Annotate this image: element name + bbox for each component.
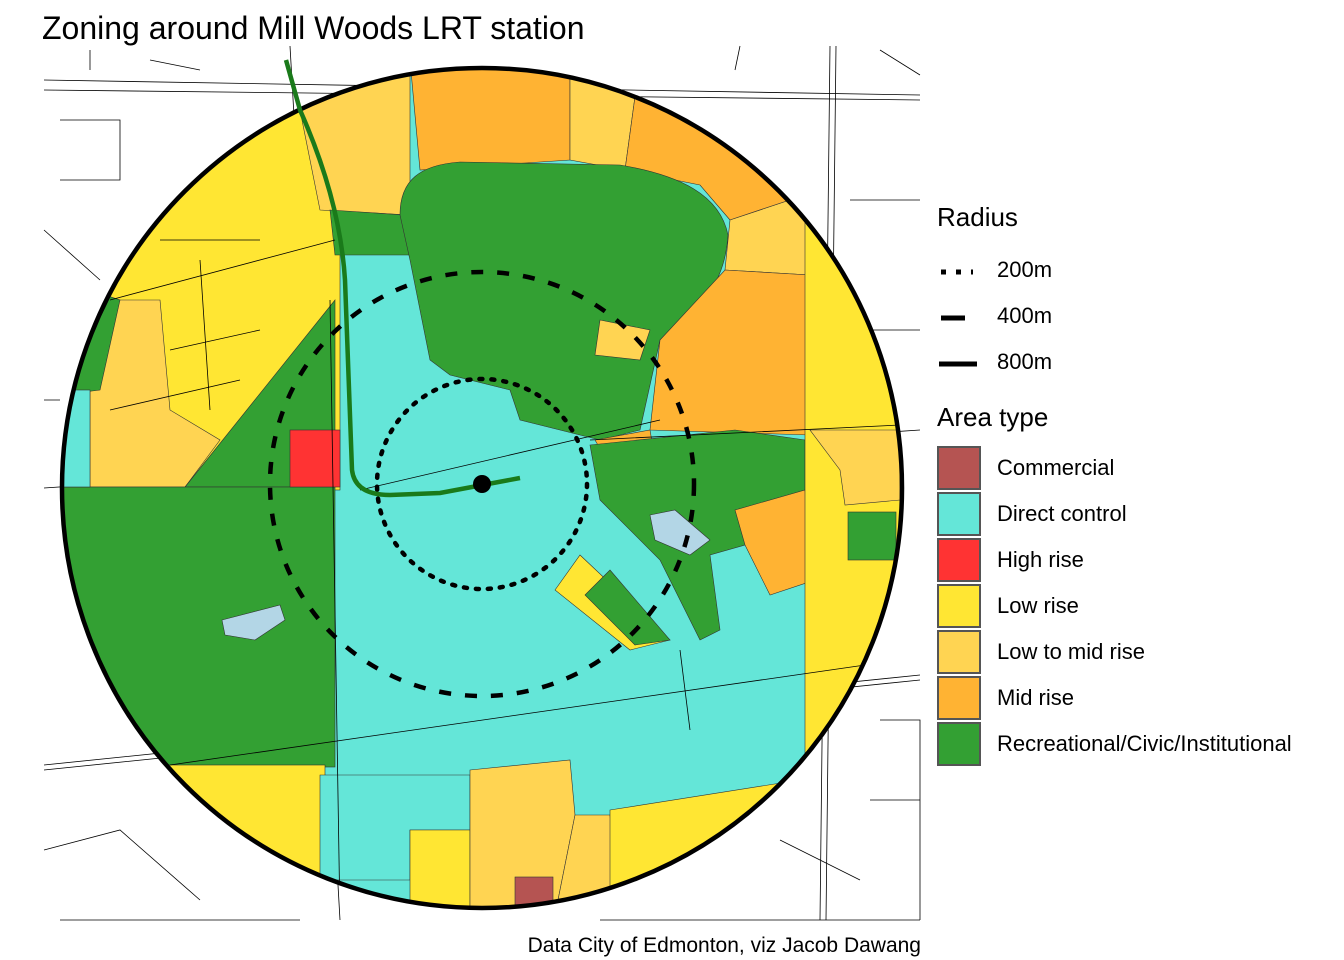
- zone-low-rise: [409, 829, 471, 908]
- legend-label: 400m: [997, 303, 1053, 328]
- water-body: [221, 604, 286, 641]
- legend-swatch: [937, 492, 981, 536]
- legend-label: Recreational/Civic/Institutional: [997, 731, 1292, 756]
- radius-200m-circle: [374, 376, 590, 592]
- lrt-station-marker: [473, 475, 491, 493]
- map-title: Zoning around Mill Woods LRT station: [42, 10, 585, 46]
- zone-low-to-mid-rise: [594, 319, 651, 361]
- zone-recreational: [847, 511, 897, 561]
- radius-400m-circle: [267, 269, 697, 699]
- water-body: [649, 509, 711, 556]
- legend-label: Mid rise: [997, 685, 1075, 710]
- legend-label: 200m: [997, 257, 1053, 282]
- legend-swatch: [937, 584, 981, 628]
- legend-swatch: [937, 538, 981, 582]
- legend-label: Low to mid rise: [997, 639, 1145, 664]
- legend-radius-400m: 400m: [937, 294, 1052, 338]
- legend-item-low-rise: Low rise: [937, 584, 1079, 628]
- legend-label: Direct control: [997, 501, 1127, 526]
- legend-item-low-to-mid-rise: Low to mid rise: [937, 630, 1145, 674]
- lrt-line: [283, 59, 521, 498]
- legend-radius-title: Radius: [937, 202, 1018, 232]
- legend-label: Commercial: [997, 455, 1115, 480]
- zone-mid-rise: [734, 489, 816, 596]
- legend-item-high-rise: High rise: [937, 538, 1084, 582]
- legend-swatch: [937, 722, 981, 766]
- legend-label: High rise: [997, 547, 1084, 572]
- zone-commercial: [514, 876, 554, 908]
- legend-radius-800m: 800m: [937, 340, 1052, 384]
- zone-recreational: [62, 486, 336, 768]
- legend-radius-200m: 200m: [937, 248, 1052, 292]
- zone-recreational: [584, 569, 671, 646]
- zone-mid-rise: [409, 68, 571, 171]
- zone-low-to-mid-rise: [809, 429, 901, 506]
- legend-item-mid-rise: Mid rise: [937, 676, 1074, 720]
- caption: Data City of Edmonton, viz Jacob Dawang: [527, 934, 921, 957]
- legend-item-direct-control: Direct control: [937, 492, 1127, 536]
- legend-label: 800m: [997, 349, 1053, 374]
- legend-label: Low rise: [997, 593, 1079, 618]
- legend-swatch: [937, 446, 981, 490]
- legend-item-commercial: Commercial: [937, 446, 1114, 490]
- legend-swatch: [937, 630, 981, 674]
- zone-high-rise: [289, 429, 341, 488]
- legend-area-type-title: Area type: [937, 402, 1049, 432]
- legend-swatch: [937, 676, 981, 720]
- internal-streets: [109, 239, 901, 908]
- radius-800m-circle: [59, 65, 905, 911]
- legend-item-recreational-civic-institutional: Recreational/Civic/Institutional: [937, 722, 1292, 766]
